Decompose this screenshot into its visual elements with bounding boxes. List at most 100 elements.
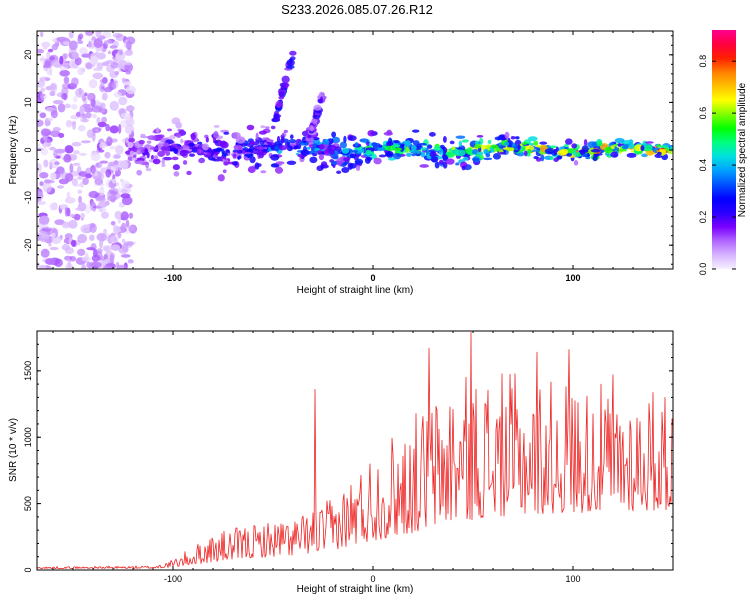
heatmap-cell <box>37 201 47 205</box>
snr-series-line <box>37 331 673 570</box>
heatmap-cell <box>161 163 166 168</box>
heatmap-cell <box>69 163 74 173</box>
snr-x-tick-label: 100 <box>565 574 580 584</box>
heatmap-cell <box>270 163 280 168</box>
heatmap-cell <box>604 146 613 154</box>
heatmap-cell <box>626 152 637 158</box>
heatmap-cell <box>383 131 393 136</box>
heatmap-cell <box>210 150 214 157</box>
heatmap-cell <box>442 161 448 169</box>
heatmap-cell <box>131 157 138 161</box>
heatmap-cell <box>189 146 200 150</box>
heatmap-cell <box>114 173 120 177</box>
heatmap-cell <box>274 166 284 174</box>
heatmap-cell <box>521 141 528 146</box>
heatmap-cell <box>449 140 455 145</box>
heatmap-cell <box>225 149 230 153</box>
heatmap-cell <box>79 47 88 55</box>
heatmap-cell <box>61 92 68 100</box>
heatmap-cell <box>507 137 511 143</box>
heatmap-cell <box>278 91 285 97</box>
heatmap-cell <box>237 155 242 159</box>
heatmap-cell <box>451 146 456 151</box>
heatmap-cell <box>128 212 134 219</box>
snr-x-tick-label: -100 <box>164 574 182 584</box>
heatmap-cell <box>77 233 88 244</box>
heatmap-cell <box>86 129 94 139</box>
heatmap-cell <box>281 75 290 84</box>
heatmap-cell <box>405 146 410 154</box>
heatmap-cell <box>223 131 230 135</box>
heatmap-cell <box>245 151 252 155</box>
heatmap-cell <box>212 158 223 162</box>
heatmap-cell <box>318 153 325 161</box>
heatmap-cell <box>583 139 588 146</box>
heatmap-cell <box>483 148 489 154</box>
heatmap-cell <box>74 57 82 66</box>
heatmap-cell <box>420 151 426 158</box>
heatmap-cell <box>117 217 121 224</box>
heatmap-cell <box>393 139 400 144</box>
heatmap-cell <box>90 55 99 66</box>
heatmap-cell <box>84 252 89 261</box>
heatmap-cell <box>476 134 484 138</box>
snr-x-label: Height of straight line (km) <box>297 584 414 595</box>
heatmap-cell <box>459 161 468 169</box>
heatmap-cell <box>109 100 119 111</box>
heatmap-cell <box>121 112 131 119</box>
heatmap-cell <box>382 147 386 152</box>
heatmap-cell <box>145 168 152 172</box>
heatmap-cell <box>504 131 510 139</box>
heatmap-cell <box>102 61 110 67</box>
snr-y-label: SNR (10 * v/v) <box>8 418 19 482</box>
heatmap-cell <box>66 191 71 200</box>
heatmap-cell <box>84 92 88 97</box>
heatmap-cell <box>544 148 554 155</box>
heatmap-cell <box>181 145 190 149</box>
heatmap-cell <box>430 156 439 163</box>
heatmap-cell <box>188 142 195 147</box>
heatmap-cell <box>103 253 108 260</box>
heatmap-cell <box>644 141 654 144</box>
heatmap-cell <box>97 121 107 128</box>
heatmap-cell <box>89 234 95 241</box>
heatmap-cell <box>485 153 491 158</box>
heatmap-cell <box>101 77 108 84</box>
heatmap-cell <box>270 125 276 130</box>
heatmap-cell <box>125 124 135 135</box>
heatmap-cell <box>137 146 147 151</box>
heatmap-cell <box>147 135 157 141</box>
heatmap-cell <box>289 134 294 140</box>
heatmap-cell <box>406 152 412 157</box>
heatmap-cell <box>347 162 354 170</box>
heatmap-cell <box>69 40 78 51</box>
heatmap-cell <box>455 162 460 166</box>
heatmap-cell <box>339 141 348 149</box>
heatmap-cell <box>100 211 110 219</box>
heatmap-cell <box>590 149 601 153</box>
heatmap-cell <box>539 141 548 145</box>
heatmap-cell <box>48 242 52 247</box>
heatmap-cell <box>352 149 358 153</box>
heatmap-cell <box>95 128 99 133</box>
heatmap-cell <box>71 178 78 187</box>
heatmap-cell <box>78 195 83 204</box>
heatmap-cell <box>138 139 145 145</box>
heatmap-cell <box>371 142 377 147</box>
heatmap-cell <box>275 100 282 108</box>
heatmap-cell <box>56 171 68 178</box>
snr-y-tick-label: 1500 <box>23 361 33 381</box>
heatmap-cell <box>556 155 562 160</box>
heatmap-cell <box>288 138 297 144</box>
heatmap-cell <box>384 145 395 152</box>
heatmap-cell <box>331 160 338 166</box>
heatmap-cell <box>260 170 267 174</box>
heatmap-cell <box>99 239 104 249</box>
heatmap-cell <box>461 165 466 171</box>
heatmap-cell <box>309 125 314 132</box>
heatmap-cell <box>124 64 132 70</box>
heatmap-cell <box>77 248 86 256</box>
heatmap-cell <box>241 150 246 155</box>
heatmap-cell <box>109 45 118 49</box>
